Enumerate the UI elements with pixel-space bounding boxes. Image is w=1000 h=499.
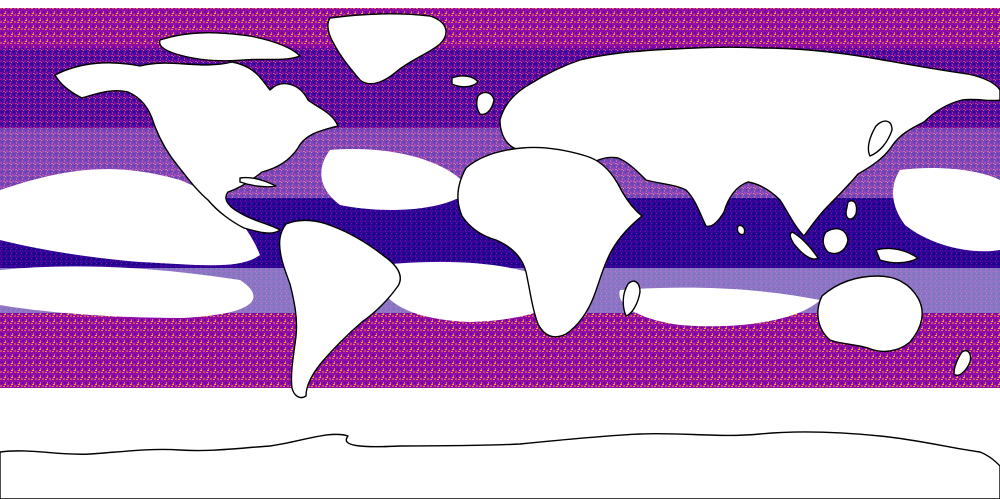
no-data-patch [619,287,820,327]
continent-new-zealand [953,350,972,376]
continent-antarctica [0,431,1000,499]
no-data-patch [378,261,564,322]
continent-eurasia [499,46,1000,237]
no-data-patch [0,266,254,318]
continent-philippines [845,200,858,220]
arctic-band [0,8,1000,48]
continent-greenland [327,13,447,85]
continent-japan [867,120,893,157]
continent-madagascar [622,280,641,317]
continent-new-guinea [875,247,919,264]
continent-australia [817,275,923,353]
no-data-patch [321,149,470,210]
continent-south-america [278,219,402,399]
continent-borneo [822,228,849,255]
continent-north-america [54,61,339,234]
no-data-patch [893,168,1000,252]
continent-uk [475,91,495,116]
continent-sumatra [789,231,819,260]
continent-cuba [239,176,277,188]
no-data-patch [0,169,260,266]
continent-iceland [451,75,479,88]
continent-africa [457,146,643,338]
land-masses [0,13,1000,499]
continent-sri-lanka [736,224,746,236]
continent-arctic-islands [158,32,301,62]
